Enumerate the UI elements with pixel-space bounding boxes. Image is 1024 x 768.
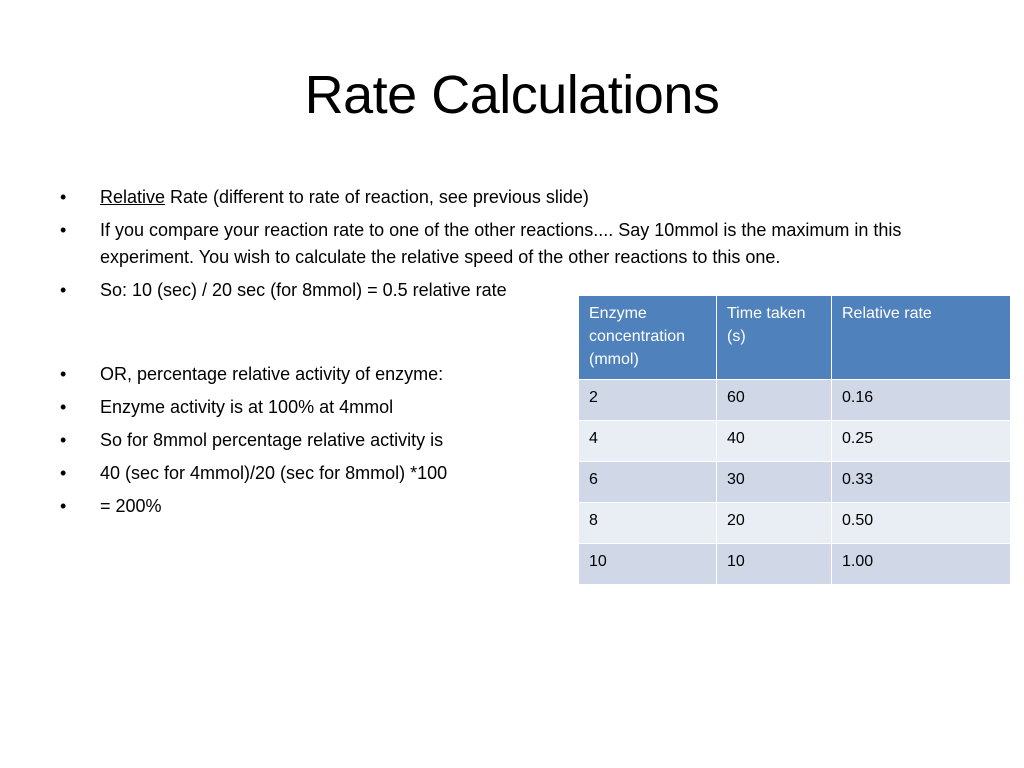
- bullet-item: • If you compare your reaction rate to o…: [60, 217, 960, 271]
- bullet-text: So for 8mmol percentage relative activit…: [100, 430, 444, 450]
- bullet-text: OR, percentage relative activity of enzy…: [100, 364, 444, 384]
- table-cell: 20: [716, 502, 832, 544]
- table-cell: 0.25: [831, 420, 1011, 462]
- bullet-icon: •: [60, 187, 67, 207]
- bullet-text: 40 (sec for 4mmol)/20 (sec for 8mmol) *1…: [100, 463, 448, 483]
- table-cell: 6: [578, 461, 717, 503]
- rate-table-container: Enzyme concentration (mmol) Time taken (…: [578, 295, 1011, 585]
- bullet-item: • Enzyme activity is at 100% at 4mmol: [60, 394, 960, 421]
- table-header-row: Enzyme concentration (mmol) Time taken (…: [578, 295, 1011, 380]
- table-cell: 8: [578, 502, 717, 544]
- bullet-text: Rate (different to rate of reaction, see…: [165, 187, 589, 207]
- bullet-item: • OR, percentage relative activity of en…: [60, 361, 960, 388]
- table-cell: 10: [578, 543, 717, 585]
- bullet-text: So: 10 (sec) / 20 sec (for 8mmol) = 0.5 …: [100, 280, 507, 300]
- bullet-icon: •: [60, 364, 67, 384]
- table-row: 6 30 0.33: [578, 461, 1011, 503]
- header-enzyme-concentration: Enzyme concentration (mmol): [578, 295, 717, 380]
- table-cell: 30: [716, 461, 832, 503]
- bullet-text: = 200%: [100, 496, 162, 516]
- table-row: 8 20 0.50: [578, 502, 1011, 544]
- bullet-list: • Relative Rate (different to rate of re…: [60, 184, 960, 526]
- table-cell: 0.33: [831, 461, 1011, 503]
- bullet-text: Enzyme activity is at 100% at 4mmol: [100, 397, 394, 417]
- bullet-text: If you compare your reaction rate to one…: [100, 220, 902, 267]
- bullet-icon: •: [60, 397, 67, 417]
- table-cell: 0.50: [831, 502, 1011, 544]
- table-cell: 1.00: [831, 543, 1011, 585]
- table-cell: 0.16: [831, 379, 1011, 421]
- table-cell: 60: [716, 379, 832, 421]
- table-cell: 10: [716, 543, 832, 585]
- bullet-icon: •: [60, 496, 67, 516]
- bullet-item: • So for 8mmol percentage relative activ…: [60, 427, 960, 454]
- table-cell: 4: [578, 420, 717, 462]
- table-row: 10 10 1.00: [578, 543, 1011, 585]
- bullet-item: • = 200%: [60, 493, 960, 520]
- bullet-icon: •: [60, 220, 67, 240]
- header-relative-rate: Relative rate: [831, 295, 1011, 380]
- table-cell: 2: [578, 379, 717, 421]
- rate-table: Enzyme concentration (mmol) Time taken (…: [578, 295, 1011, 585]
- bullet-icon: •: [60, 280, 67, 300]
- table-row: 4 40 0.25: [578, 420, 1011, 462]
- bullet-item: • Relative Rate (different to rate of re…: [60, 184, 960, 211]
- header-time-taken: Time taken (s): [716, 295, 832, 380]
- bullet-icon: •: [60, 430, 67, 450]
- table-row: 2 60 0.16: [578, 379, 1011, 421]
- slide-title: Rate Calculations: [304, 65, 720, 125]
- bullet-icon: •: [60, 463, 67, 483]
- bullet-item: • 40 (sec for 4mmol)/20 (sec for 8mmol) …: [60, 460, 960, 487]
- bullet-emphasis: Relative: [100, 187, 166, 207]
- table-cell: 40: [716, 420, 832, 462]
- bullet-item: • So: 10 (sec) / 20 sec (for 8mmol) = 0.…: [60, 277, 960, 304]
